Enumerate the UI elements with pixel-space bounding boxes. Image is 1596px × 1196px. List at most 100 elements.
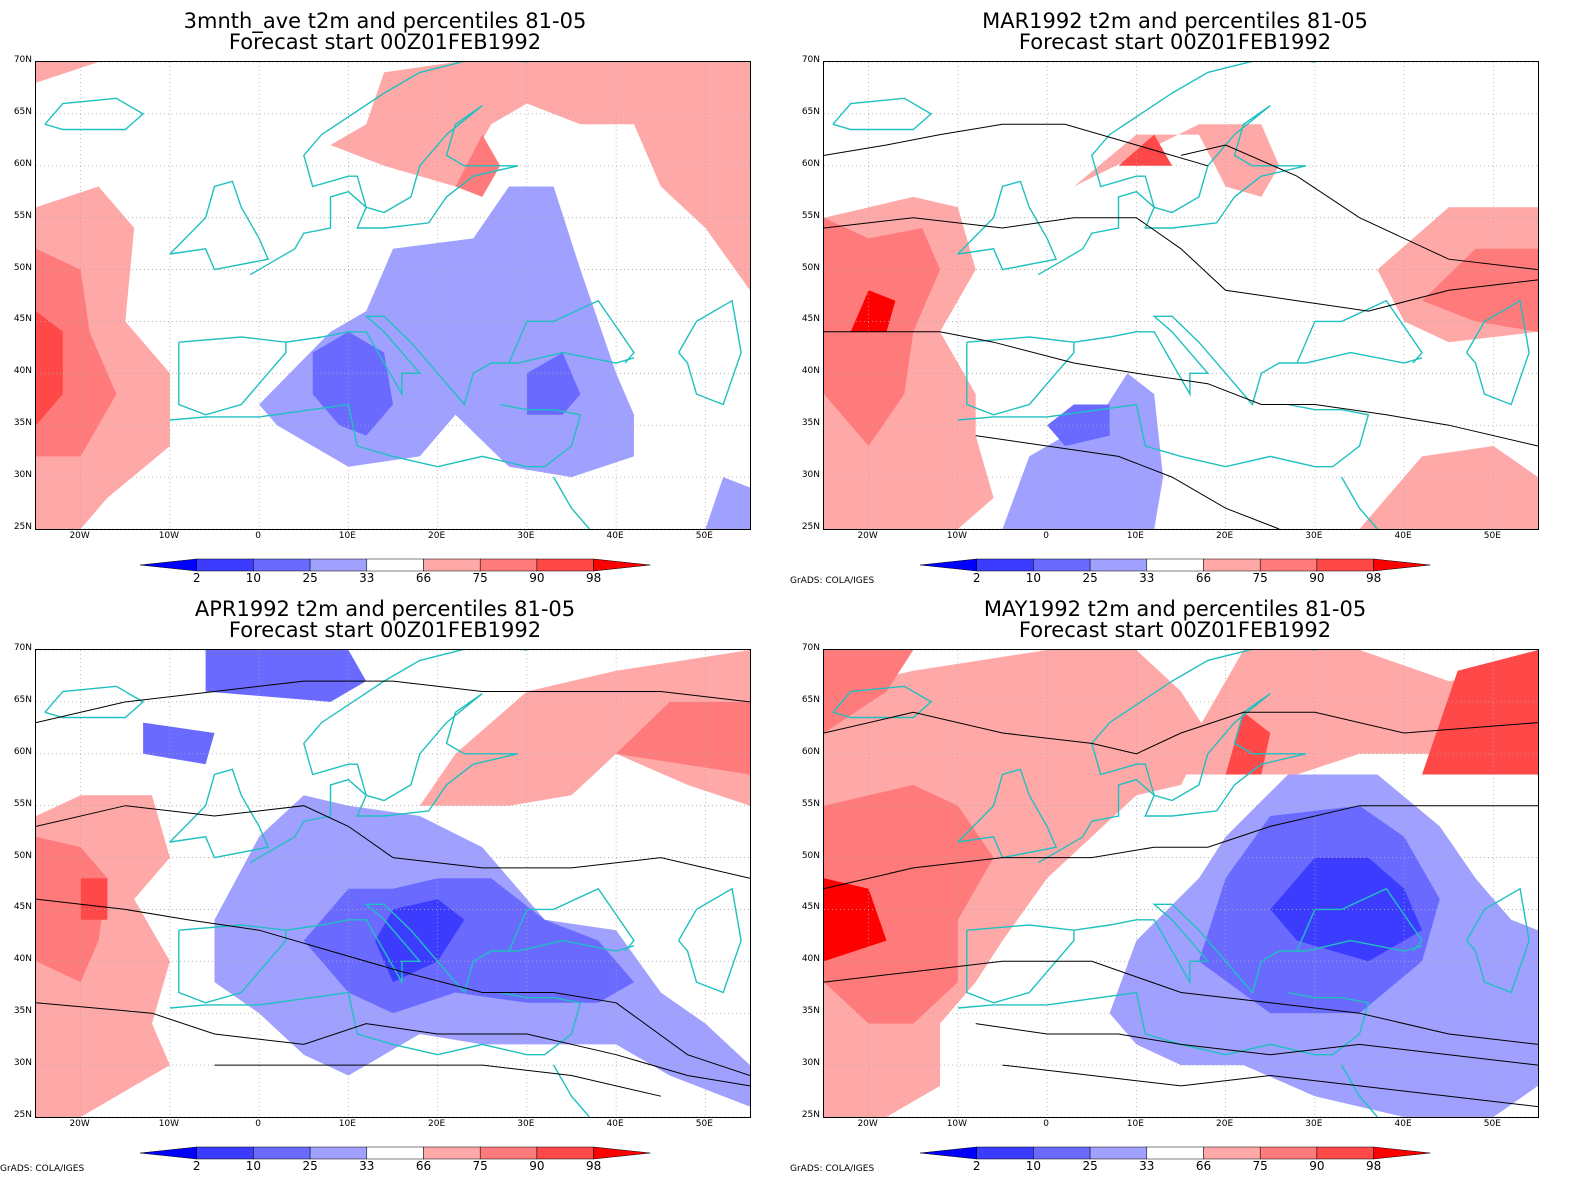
lon-label: 20E: [428, 531, 446, 541]
map-area: [35, 61, 751, 530]
coastline: [1296, 299, 1423, 364]
lon-label: 20E: [428, 1119, 446, 1129]
lat-label: 45N: [13, 314, 32, 325]
colorbar: [140, 1146, 651, 1160]
coastline: [957, 991, 1370, 1056]
lon-label: 30E: [1305, 1119, 1323, 1129]
coastline: [552, 476, 590, 529]
temperature-contour: [824, 805, 1538, 890]
lon-label: 50E: [695, 1119, 713, 1129]
grads-credit: GrADS: COLA/IGES: [790, 576, 875, 586]
lon-label: 50E: [1483, 1119, 1501, 1129]
colorbar-segment: [920, 558, 977, 572]
colorbar-label: 33: [1139, 1159, 1155, 1173]
lat-label: 55N: [13, 798, 32, 809]
temperature-contour: [975, 1023, 1538, 1066]
colorbar-segment: [479, 1146, 538, 1160]
colorbar-label: 10: [245, 571, 262, 585]
lon-label: 10E: [1126, 531, 1144, 541]
coastline: [169, 991, 582, 1056]
percentile-shading: [1359, 446, 1538, 529]
lon-label: 10W: [946, 1119, 968, 1129]
colorbar-segment: [1033, 1146, 1091, 1160]
lon-label: 50E: [1483, 531, 1501, 541]
coastline: [1465, 299, 1530, 406]
lat-label: 70N: [801, 55, 820, 65]
percentile-shading: [36, 248, 117, 457]
colorbar-segment: [1259, 558, 1318, 572]
colorbar-segment: [1373, 558, 1431, 572]
colorbar-label: 2: [972, 1159, 981, 1173]
colorbar-label: 33: [359, 571, 375, 585]
coastline: [1073, 903, 1423, 994]
colorbar-label: 66: [415, 571, 432, 585]
colorbar-segment: [479, 558, 538, 572]
lat-label: 50N: [13, 850, 32, 861]
coastline: [1073, 315, 1423, 406]
panel-title-line1: MAR1992 t2m and percentiles 81-05: [982, 9, 1368, 33]
colorbar-segment: [536, 1146, 594, 1160]
map-panel-2: MAR1992 t2m and percentiles 81-05 Forecas…: [790, 0, 1596, 598]
percentile-shading: [1422, 650, 1538, 775]
coastline: [169, 403, 582, 468]
colorbar-segment: [1316, 558, 1374, 572]
percentile-shading: [824, 784, 994, 1024]
lat-label: 60N: [801, 746, 820, 757]
colorbar: [140, 558, 651, 572]
coastline: [832, 685, 933, 719]
colorbar-label: 75: [1252, 571, 1268, 585]
lon-label: 30E: [1305, 531, 1323, 541]
colorbar-segment: [140, 558, 197, 572]
colorbar-label: 25: [1082, 1159, 1098, 1173]
colorbar-label: 10: [1025, 1159, 1042, 1173]
coastline: [285, 315, 635, 406]
lat-label: 65N: [801, 106, 820, 117]
lat-label: 30N: [801, 1058, 820, 1069]
lat-label: 40N: [801, 954, 820, 965]
colorbar-segment: [309, 1146, 368, 1160]
colorbar-label: 90: [1309, 571, 1325, 585]
lat-label: 50N: [13, 262, 32, 273]
colorbar-label: 75: [472, 1159, 488, 1173]
lon-label: 20E: [1216, 531, 1234, 541]
percentile-shading: [36, 836, 108, 983]
coastline: [249, 650, 527, 864]
coastline: [178, 924, 287, 1004]
percentile-shading: [419, 650, 750, 806]
temperature-contour: [36, 805, 750, 879]
colorbar-segment: [976, 1146, 1034, 1160]
lon-label: 30E: [517, 531, 535, 541]
lat-label: 25N: [801, 1110, 820, 1120]
colorbar-segment: [1203, 1146, 1261, 1160]
percentile-shading: [205, 650, 367, 702]
percentile-shading: [143, 722, 215, 765]
lat-label: 50N: [801, 850, 820, 861]
colorbar-label: 10: [1025, 571, 1042, 585]
temperature-contour: [214, 1064, 661, 1097]
percentile-shading: [526, 352, 581, 415]
coastline: [966, 336, 1075, 416]
colorbar-segment: [1146, 558, 1204, 572]
lat-label: 60N: [13, 158, 32, 169]
colorbar-label: 75: [1252, 1159, 1268, 1173]
colorbar-segment: [253, 558, 311, 572]
colorbar-segment: [593, 1146, 651, 1160]
percentile-shading: [303, 878, 634, 1014]
coastline: [508, 299, 635, 364]
colorbar-segment: [196, 558, 254, 572]
colorbar-label: 90: [1309, 1159, 1325, 1173]
lat-label: 35N: [801, 418, 820, 429]
coastline: [1296, 887, 1423, 952]
colorbar-segment: [140, 1146, 197, 1160]
coastline: [966, 924, 1075, 1004]
lon-label: 20W: [69, 1119, 90, 1129]
lat-label: 25N: [13, 1110, 32, 1120]
panel-title-line2: Forecast start 00Z01FEB1992: [1018, 618, 1332, 642]
coastline: [1465, 887, 1530, 994]
colorbar-segment: [1203, 558, 1261, 572]
colorbar-segment: [1316, 1146, 1374, 1160]
temperature-contour: [1002, 1064, 1538, 1108]
lon-label: 10W: [946, 531, 968, 541]
temperature-contour: [36, 680, 750, 724]
colorbar-label: 98: [585, 571, 602, 585]
